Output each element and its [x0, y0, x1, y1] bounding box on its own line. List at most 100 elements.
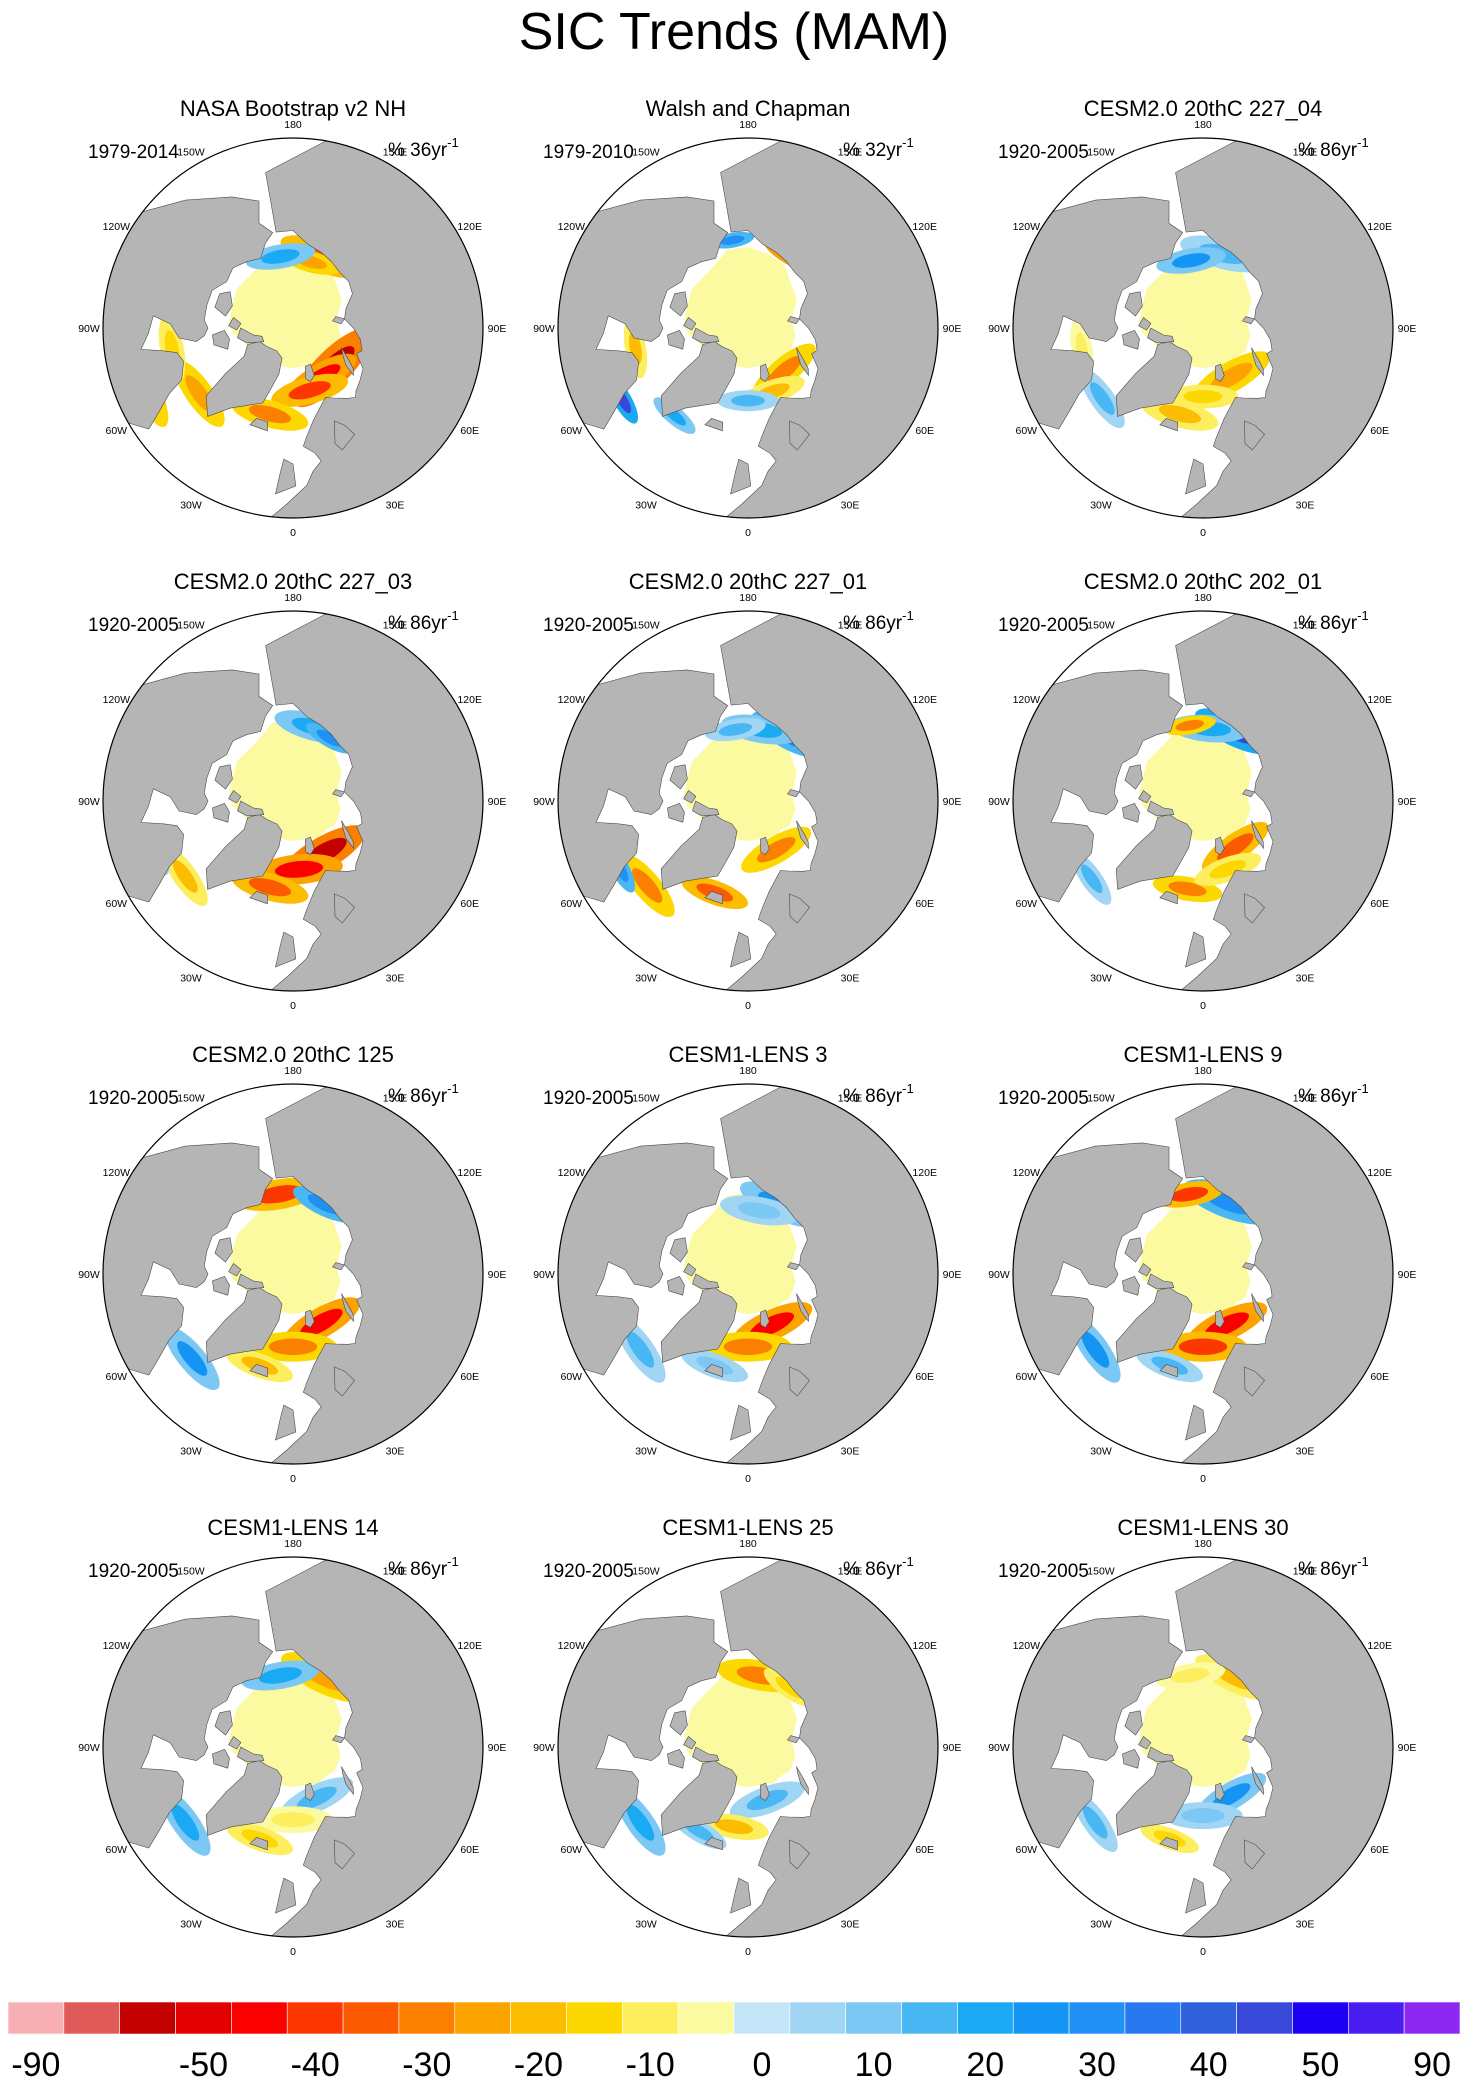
longitude-label: 60E: [915, 1371, 934, 1383]
land-arch1: [214, 764, 233, 790]
trend-core: [749, 1312, 795, 1338]
trend-core: [261, 249, 300, 264]
longitude-label: 180: [1194, 1538, 1212, 1550]
longitude-label: 180: [284, 592, 302, 604]
longitude-label: 60W: [1016, 898, 1038, 910]
land-ellesmere: [237, 1273, 265, 1290]
land-baffin: [1122, 1276, 1140, 1296]
land-namerica: [1013, 196, 1184, 430]
polar-map: CESM2.0 20thC 202_01 1920-2005 % 86yr-1 180…: [988, 569, 1416, 1012]
panel-title: CESM2.0 20thC 227_04: [1084, 96, 1323, 121]
unit-exponent: -1: [902, 1554, 914, 1569]
panel-period: 1920-2005: [88, 1561, 179, 1582]
colorbar-swatch: [1180, 2001, 1237, 2035]
panel-unit: % 36yr-1: [388, 135, 459, 161]
longitude-label: 150E: [838, 1565, 863, 1577]
unit-exponent: -1: [902, 608, 914, 623]
panel-period: 1920-2005: [998, 1561, 1089, 1582]
panel-unit: % 86yr-1: [843, 1554, 914, 1580]
longitude-label: 90E: [488, 323, 507, 335]
land-ellesmere: [1147, 800, 1175, 817]
longitude-label: 30E: [1296, 500, 1315, 512]
land-baffin: [667, 330, 685, 350]
longitude-label: 120E: [457, 1167, 482, 1179]
unit-exponent: -1: [1357, 1081, 1369, 1096]
land-britain: [1185, 931, 1207, 968]
land-arch1: [214, 1710, 233, 1736]
land-severn: [332, 789, 345, 798]
longitude-label: 120W: [558, 1167, 586, 1179]
longitude-label: 120W: [558, 221, 586, 233]
longitude-label: 30W: [1090, 1446, 1112, 1458]
land-arch2: [1138, 790, 1152, 804]
longitude-label: 120W: [103, 1167, 131, 1179]
land-scandsea: [334, 1366, 355, 1397]
land-ellesmere: [1147, 327, 1175, 344]
longitude-label: 90W: [533, 1742, 555, 1754]
longitude-label: 90W: [78, 323, 100, 335]
land-svalbard: [760, 1309, 770, 1329]
longitude-label: 0: [290, 1000, 296, 1012]
longitude-label: 0: [745, 1946, 751, 1958]
longitude-label: 30W: [1090, 500, 1112, 512]
land-scandsea: [789, 1839, 810, 1870]
land-arch2: [228, 1736, 242, 1750]
longitude-label: 150E: [383, 1565, 408, 1577]
panel-period: 1920-2005: [88, 1088, 179, 1109]
land-svalbard: [305, 836, 315, 856]
longitude-label: 90W: [988, 323, 1010, 335]
longitude-label: 30W: [180, 973, 202, 985]
longitude-label: 0: [1200, 1473, 1206, 1485]
unit-exponent: -1: [447, 135, 459, 150]
land-scandsea: [1244, 893, 1265, 924]
longitude-label: 30W: [1090, 973, 1112, 985]
longitude-label: 150W: [1087, 146, 1115, 158]
land-severn: [787, 789, 800, 798]
land-arch1: [214, 1237, 233, 1263]
map-border: [1012, 1556, 1394, 1938]
longitude-label: 60W: [106, 1844, 128, 1856]
land-greenland: [205, 1760, 283, 1836]
longitude-label: 30E: [841, 973, 860, 985]
trend-core: [299, 1308, 343, 1337]
trend-core: [626, 1804, 655, 1841]
trend-core: [1168, 881, 1207, 897]
panel-unit: % 86yr-1: [388, 1554, 459, 1580]
land-namerica: [558, 1615, 729, 1849]
map-panel: CESM2.0 20thC 227_03 1920-2005 % 86yr-1 180…: [68, 551, 518, 1026]
land-novaya: [1251, 1766, 1264, 1796]
longitude-label: 150W: [1087, 619, 1115, 631]
land-arch1: [1124, 1710, 1143, 1736]
land-svalbard: [1215, 363, 1225, 383]
longitude-label: 30W: [180, 1446, 202, 1458]
land-svalbard: [305, 1309, 315, 1329]
panel-period: 1920-2005: [543, 1088, 634, 1109]
longitude-label: 60E: [915, 1844, 934, 1856]
land-scandsea: [334, 893, 355, 924]
colorbar-swatch: [510, 2001, 567, 2035]
land-namerica: [558, 669, 729, 903]
land-novaya: [341, 1293, 354, 1323]
longitude-label: 180: [284, 1065, 302, 1077]
land-namerica: [103, 669, 274, 903]
colorbar-swatch: [1068, 2001, 1126, 2035]
panel-title: CESM1-LENS 30: [1117, 1515, 1288, 1540]
panel-period: 1920-2005: [543, 615, 634, 636]
map-panel: CESM2.0 20thC 202_01 1920-2005 % 86yr-1 180…: [978, 551, 1428, 1026]
longitude-label: 90E: [1398, 323, 1417, 335]
longitude-label: 60W: [106, 1371, 128, 1383]
longitude-label: 90E: [488, 796, 507, 808]
longitude-label: 0: [290, 1473, 296, 1485]
polar-map: Walsh and Chapman 1979-2010 % 32yr-1 180 150…: [533, 96, 961, 539]
longitude-label: 30E: [841, 500, 860, 512]
land-britain: [730, 1877, 752, 1914]
colorbar-tick-label: -90: [11, 2046, 60, 2082]
longitude-label: 150E: [1293, 619, 1318, 631]
trend-core: [1171, 253, 1211, 268]
land-scandsea: [334, 420, 355, 451]
trend-core: [288, 381, 331, 400]
land-greenland: [1115, 341, 1193, 417]
land-greenland: [1115, 1287, 1193, 1363]
land-novaya: [796, 1293, 809, 1323]
trend-core: [714, 1819, 754, 1835]
